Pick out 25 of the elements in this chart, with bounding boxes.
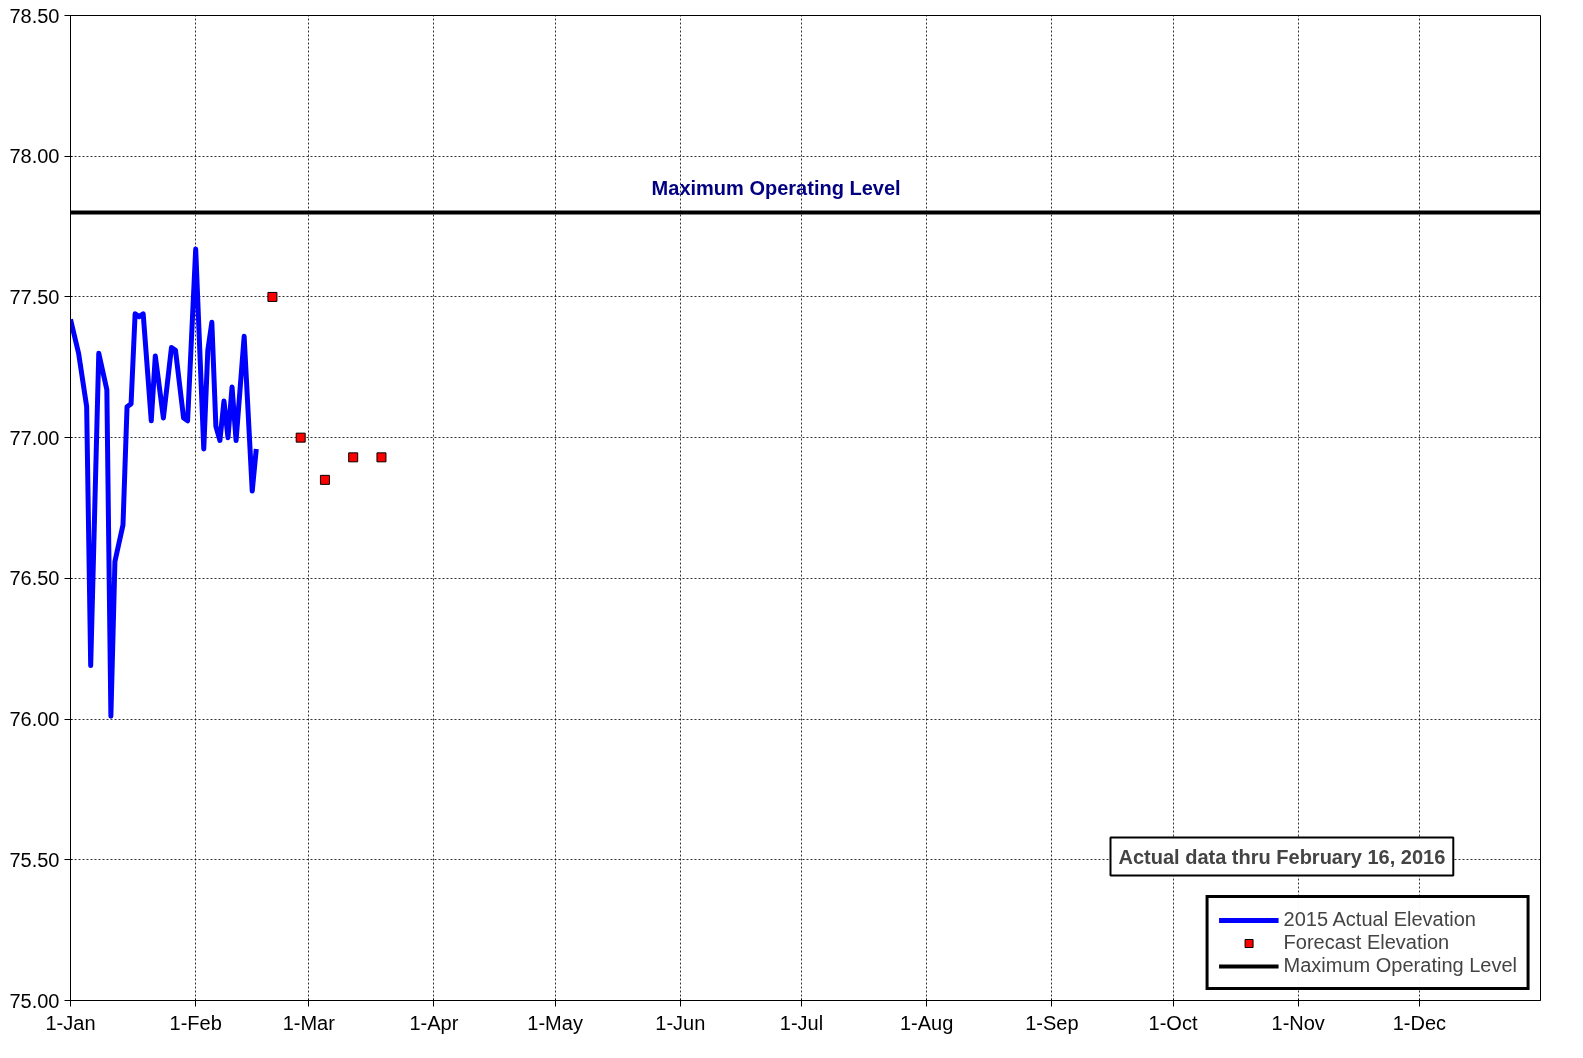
legend-label: 2015 Actual Elevation bbox=[1283, 908, 1476, 931]
y-tick-label: 78.50 bbox=[9, 4, 60, 27]
y-tick-label: 77.00 bbox=[9, 426, 60, 449]
y-tick-label: 76.50 bbox=[9, 567, 60, 590]
legend-label: Forecast Elevation bbox=[1283, 931, 1450, 954]
x-tick-label: 1-Jun bbox=[655, 1011, 706, 1034]
annotation: Actual data thru February 16, 2016 bbox=[1118, 845, 1446, 868]
x-tick-label: 1-Apr bbox=[409, 1011, 459, 1034]
x-tick-label: 1-Nov bbox=[1271, 1011, 1325, 1034]
y-tick-label: 77.50 bbox=[9, 285, 60, 308]
y-tick-label: 75.00 bbox=[9, 989, 60, 1012]
legend-label: Maximum Operating Level bbox=[1283, 954, 1517, 977]
text: Maximum Operating Level bbox=[651, 176, 901, 199]
x-tick-label: 1-Aug bbox=[899, 1011, 954, 1034]
x-tick-label: 1-Sep bbox=[1025, 1011, 1079, 1034]
x-tick-label: 1-May bbox=[527, 1011, 583, 1034]
y-tick-label: 75.50 bbox=[9, 848, 60, 871]
x-tick-label: 1-Jan bbox=[45, 1011, 96, 1034]
x-tick-label: 1-Jul bbox=[779, 1011, 824, 1034]
y-tick-label: 78.00 bbox=[9, 145, 60, 168]
x-tick-label: 1-Dec bbox=[1392, 1011, 1447, 1034]
x-tick-label: 1-Mar bbox=[282, 1011, 336, 1034]
y-tick-label: 76.00 bbox=[9, 708, 60, 731]
x-tick-label: 1-Oct bbox=[1148, 1011, 1198, 1034]
x-tick-label: 1-Feb bbox=[169, 1011, 222, 1034]
